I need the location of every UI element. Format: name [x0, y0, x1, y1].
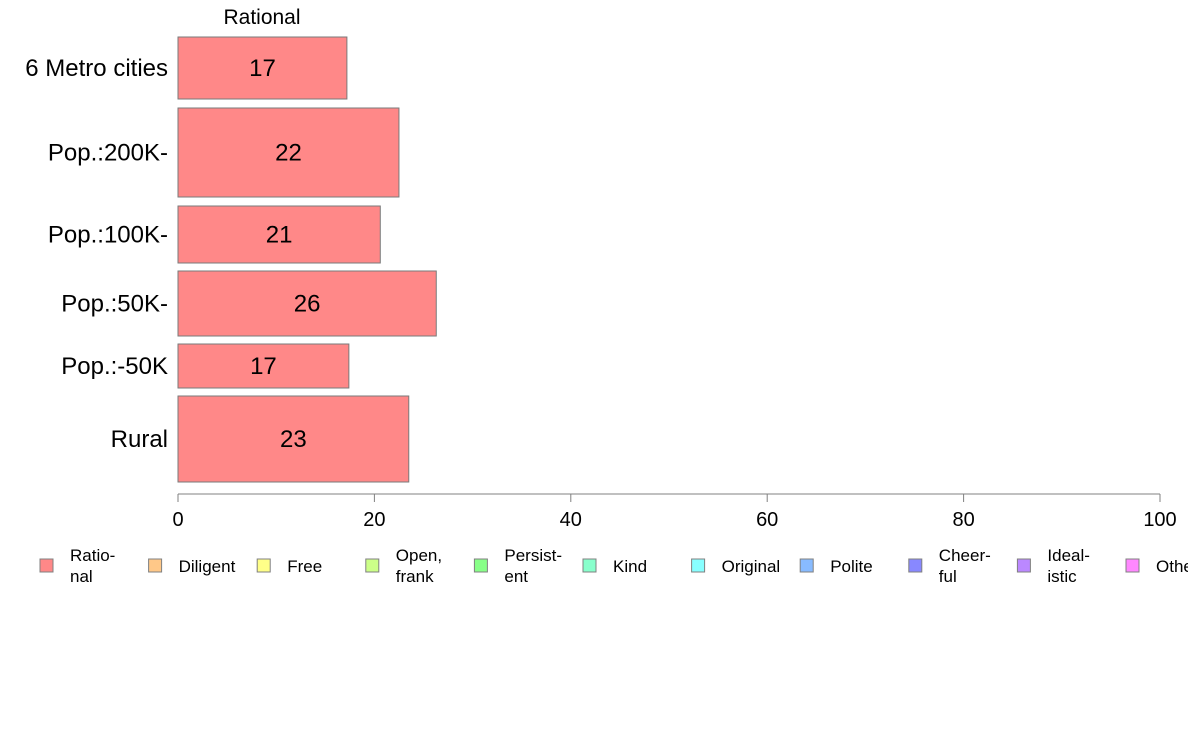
- category-label-5: Rural: [111, 426, 168, 453]
- legend-swatch-7: [799, 558, 814, 573]
- legend-swatch-9: [1016, 558, 1031, 573]
- x-tick-label-4: 80: [952, 509, 974, 531]
- legend-label-4-line-0: Persist-: [504, 546, 562, 565]
- legend-label-7: Polite: [830, 557, 873, 576]
- bar-value-label-2: 21: [266, 222, 293, 249]
- legend-swatch-1: [148, 558, 163, 573]
- legend-swatch-3: [365, 558, 380, 573]
- bar-1: [177, 107, 400, 198]
- bar-4: [177, 343, 350, 389]
- bar-value-label-0: 17: [249, 55, 276, 82]
- legend-label-3-line-1: frank: [396, 567, 434, 586]
- x-tick-label-1: 20: [363, 509, 385, 531]
- bar-5: [177, 395, 410, 483]
- bar-value-label-4: 17: [250, 353, 277, 380]
- x-tick-label-3: 60: [756, 509, 778, 531]
- bars-group: 17 6 Metro cities 22 Pop.:200K- 21 Pop.:100K-…: [25, 36, 437, 483]
- legend-label-10: Other: [1156, 557, 1188, 576]
- legend-label-1: Diligent: [179, 557, 236, 576]
- category-label-1: Pop.:200K-: [48, 140, 168, 167]
- column-header: Rational: [223, 6, 300, 29]
- legend-label-0-line-1: nal: [70, 567, 93, 586]
- legend-label-5: Kind: [613, 557, 647, 576]
- legend-label-6: Original: [722, 557, 781, 576]
- x-tick-label-2: 40: [560, 509, 582, 531]
- category-label-0: 6 Metro cities: [25, 55, 168, 82]
- legend-label-3-line-0: Open,: [396, 546, 442, 565]
- legend-label-8-line-0: Cheer-: [939, 546, 991, 565]
- legend-label-4-line-1: ent: [504, 567, 528, 586]
- legend-label-0-line-0: Ratio-: [70, 546, 115, 565]
- bar-value-label-1: 22: [275, 140, 302, 167]
- legend-label-2: Free: [287, 557, 322, 576]
- category-label-3: Pop.:50K-: [61, 291, 168, 318]
- legend-swatch-8: [908, 558, 923, 573]
- x-axis: 0 20 40 60 80 100: [172, 493, 1177, 531]
- legend-label-9-line-1: istic: [1047, 567, 1077, 586]
- legend-swatch-10: [1125, 558, 1140, 573]
- x-tick-label-0: 0: [172, 509, 183, 531]
- bar-2: [177, 205, 381, 264]
- category-label-2: Pop.:100K-: [48, 222, 168, 249]
- category-label-4: Pop.:-50K: [61, 353, 168, 380]
- bar-value-label-5: 23: [280, 426, 307, 453]
- legend-swatch-4: [473, 558, 488, 573]
- legend: Ratio-nal Diligent Free Open, frank Persist-e…: [39, 546, 1188, 586]
- legend-swatch-5: [582, 558, 597, 573]
- legend-label-9-line-0: Ideal-: [1047, 546, 1090, 565]
- bar-0: [177, 36, 348, 100]
- bar-value-label-3: 26: [294, 291, 321, 318]
- legend-swatch-2: [256, 558, 271, 573]
- bar-3: [177, 270, 437, 337]
- legend-swatch-0: [39, 558, 54, 573]
- x-tick-label-5: 100: [1143, 509, 1176, 531]
- legend-swatch-6: [691, 558, 706, 573]
- legend-label-8-line-1: ful: [939, 567, 957, 586]
